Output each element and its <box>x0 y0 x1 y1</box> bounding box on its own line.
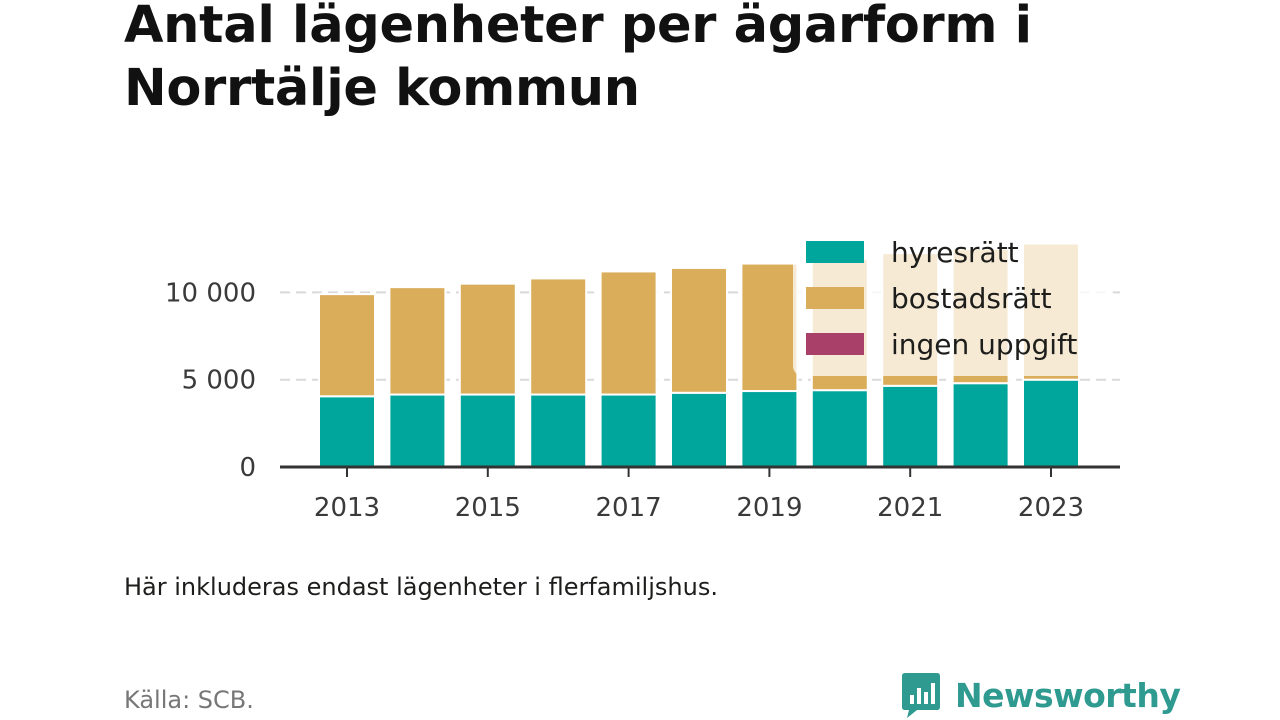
bar-segment <box>1022 378 1080 469</box>
y-tick-label: 5 000 <box>182 366 256 396</box>
x-tick-label: 2017 <box>596 493 662 523</box>
legend: hyresrätt bostadsrätt ingen uppgift <box>793 226 1113 376</box>
brand-name: Newsworthy <box>955 675 1181 715</box>
x-tick-label: 2023 <box>1018 493 1084 523</box>
bar-segment <box>318 293 376 398</box>
legend-label: hyresrätt <box>891 236 1019 269</box>
legend-swatch <box>806 287 864 309</box>
chart-title: Antal lägenheter per ägarform i Norrtälj… <box>124 0 1032 118</box>
x-tick-label: 2019 <box>736 493 802 523</box>
bar-segment <box>881 384 940 468</box>
newsworthy-logo-icon <box>902 673 940 718</box>
legend-label: bostadsrätt <box>891 282 1052 315</box>
bar-segment <box>740 390 799 468</box>
legend-swatch <box>806 241 864 263</box>
y-tick-label: 0 <box>239 453 256 483</box>
bar-segment <box>810 389 869 468</box>
bar-segment <box>529 277 588 396</box>
bar-segment <box>599 393 658 468</box>
chart-caption: Här inkluderas endast lägenheter i flerf… <box>124 573 718 601</box>
bar-segment <box>529 393 588 468</box>
x-tick-label: 2021 <box>877 493 943 523</box>
brand-logo-group: Newsworthy <box>901 670 1181 720</box>
bar-segment <box>458 282 517 396</box>
x-tick-label: 2013 <box>314 493 380 523</box>
bar-segment <box>951 382 1010 468</box>
legend-swatch <box>806 333 864 355</box>
bar-segment <box>670 266 728 394</box>
legend-background <box>793 226 1113 376</box>
x-tick-label: 2015 <box>455 493 521 523</box>
bar-segment <box>670 391 728 468</box>
source-note: Källa: SCB. <box>124 686 254 714</box>
bar-segment <box>458 393 517 468</box>
bar-segment <box>388 286 447 396</box>
bar-segment <box>599 270 658 396</box>
axes: 0 5 000 10 000 2013 2015 2017 2019 2021 2023 <box>165 278 1120 523</box>
legend-label: ingen uppgift <box>891 328 1077 361</box>
y-tick-label: 10 000 <box>165 278 256 308</box>
bar-segment <box>740 262 799 393</box>
bar-segment <box>388 393 447 468</box>
bar-segment <box>318 395 376 468</box>
